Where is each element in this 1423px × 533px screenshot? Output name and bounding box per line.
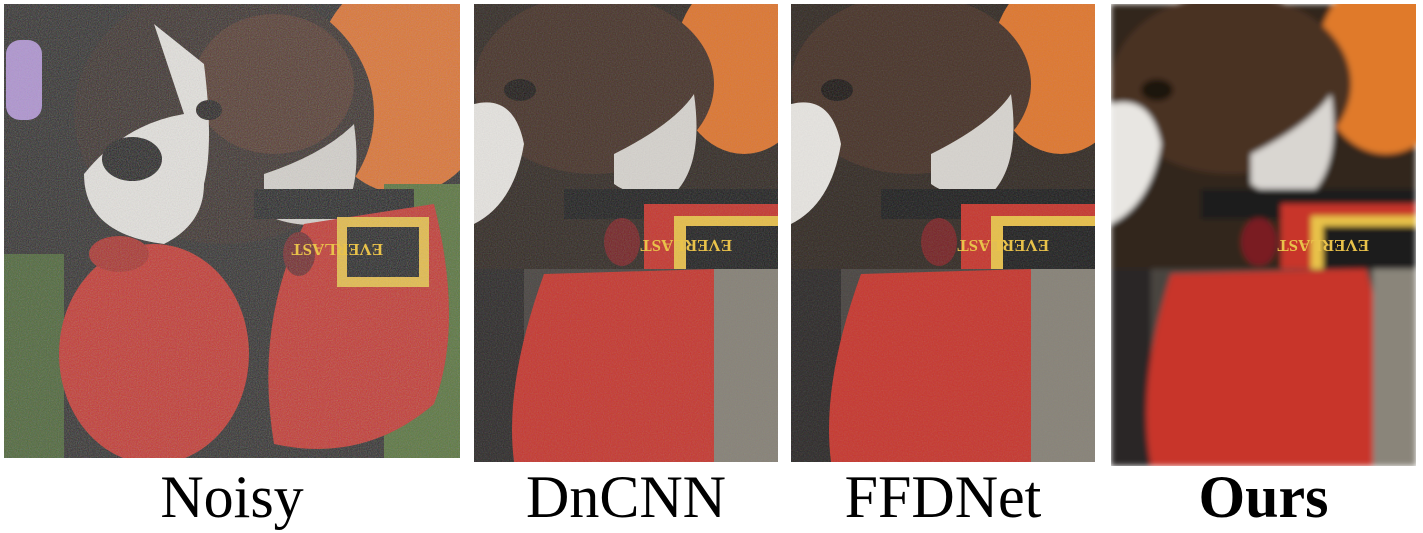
caption-ours: Ours (1198, 464, 1329, 530)
dncnn-image: EVERLAST (474, 4, 778, 462)
svg-text:EVERLAST: EVERLAST (957, 236, 1049, 255)
svg-text:EVERLAST: EVERLAST (640, 236, 732, 255)
caption-dncnn: DnCNN (525, 464, 726, 530)
caption-noisy: Noisy (160, 464, 304, 530)
svg-text:EVERLAST: EVERLAST (291, 240, 383, 259)
caption-ffdnet: FFDNet (844, 464, 1042, 530)
ffdnet-image: EVERLAST (791, 4, 1095, 462)
ours-image: EVERLAST (1111, 4, 1416, 466)
svg-text:EVERLAST: EVERLAST (1277, 236, 1369, 255)
noisy-image: EVERLAST (4, 4, 460, 458)
